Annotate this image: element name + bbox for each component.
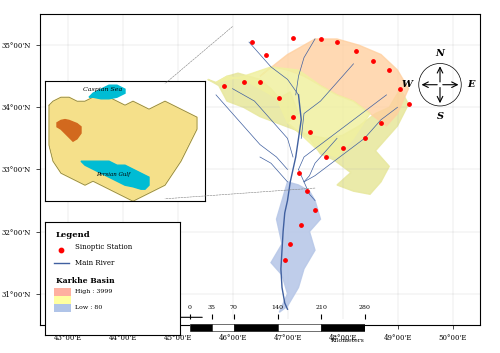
Bar xyxy=(54,296,70,304)
Point xyxy=(396,86,404,91)
Text: High : 3999: High : 3999 xyxy=(74,289,112,294)
Point xyxy=(294,170,302,175)
Bar xyxy=(54,304,70,312)
Bar xyxy=(54,288,70,296)
Bar xyxy=(234,324,278,331)
Text: Sinoptic Station: Sinoptic Station xyxy=(74,243,132,251)
Point xyxy=(369,58,377,64)
Point xyxy=(256,80,264,85)
Point xyxy=(220,83,228,88)
Polygon shape xyxy=(81,161,149,189)
Point xyxy=(281,257,289,262)
Polygon shape xyxy=(49,93,197,201)
Point xyxy=(286,241,294,247)
Polygon shape xyxy=(89,85,125,99)
Point xyxy=(248,39,256,45)
Bar xyxy=(321,324,365,331)
Point xyxy=(311,207,319,213)
Polygon shape xyxy=(208,73,408,194)
Point xyxy=(289,114,297,119)
Text: W: W xyxy=(402,80,412,89)
Text: E: E xyxy=(468,80,475,89)
Point xyxy=(404,101,412,107)
Point xyxy=(306,129,314,135)
Point xyxy=(57,247,65,252)
Point xyxy=(322,154,330,160)
Point xyxy=(289,35,297,41)
Point xyxy=(316,36,324,42)
Point xyxy=(303,189,311,194)
Polygon shape xyxy=(271,182,320,312)
Bar xyxy=(212,324,234,331)
Point xyxy=(360,136,368,141)
Point xyxy=(377,120,385,126)
Point xyxy=(240,80,248,85)
Text: Legend: Legend xyxy=(56,232,90,239)
Text: S: S xyxy=(436,112,444,121)
Polygon shape xyxy=(260,39,408,126)
Bar xyxy=(190,324,212,331)
Text: Kilometers: Kilometers xyxy=(331,338,365,343)
Text: N: N xyxy=(436,49,444,59)
Point xyxy=(338,145,346,150)
Polygon shape xyxy=(57,120,81,141)
Text: Persian Gulf: Persian Gulf xyxy=(96,172,130,176)
Text: Low : 80: Low : 80 xyxy=(74,305,102,310)
Bar xyxy=(278,324,321,331)
Text: Caspian Sea: Caspian Sea xyxy=(83,87,122,92)
Polygon shape xyxy=(216,67,370,157)
Point xyxy=(297,222,305,228)
Text: Karkhe Basin: Karkhe Basin xyxy=(56,277,114,285)
Text: Main River: Main River xyxy=(74,259,114,267)
Point xyxy=(275,95,283,101)
Point xyxy=(262,52,270,57)
Point xyxy=(385,67,393,73)
Point xyxy=(333,39,341,45)
Point xyxy=(352,49,360,54)
